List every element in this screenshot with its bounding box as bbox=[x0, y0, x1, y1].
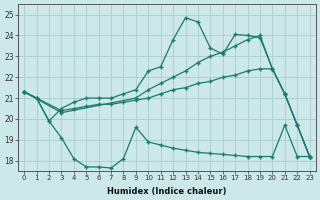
X-axis label: Humidex (Indice chaleur): Humidex (Indice chaleur) bbox=[107, 187, 227, 196]
